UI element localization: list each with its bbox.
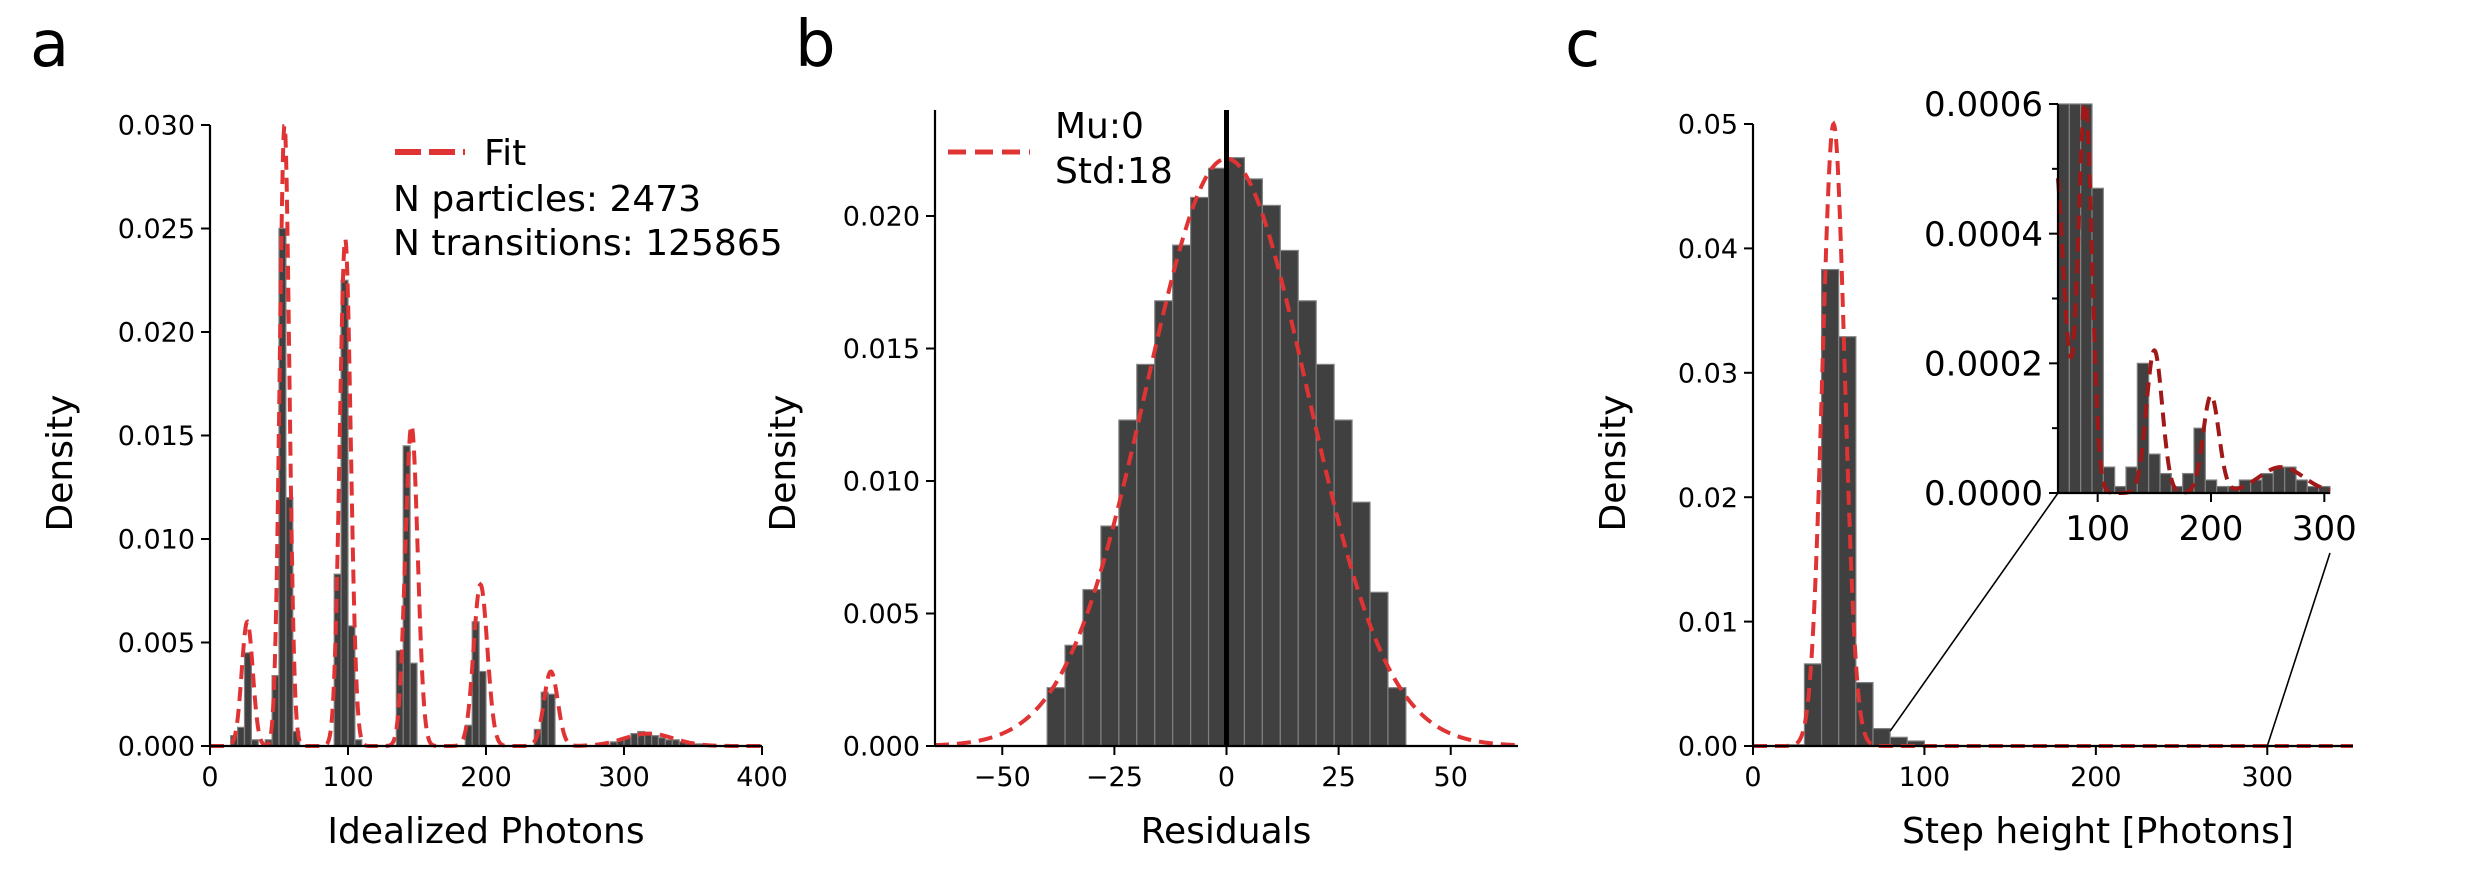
panel-c-bar: [1838, 336, 1857, 747]
panel-b-y-tick-label: 0.005: [843, 599, 920, 630]
panel-a-x-tick-label: 0: [201, 762, 218, 793]
panel-b-bar: [1279, 249, 1299, 747]
panel-c-inset-y-tick-label: 0.0002: [1924, 345, 2043, 385]
panel-b-bar: [1082, 589, 1102, 747]
panel-a-x-tick-label: 400: [736, 762, 788, 793]
panel-c-inset-bar: [2148, 453, 2161, 494]
panel-b-legend-std: Std:18: [1055, 151, 1173, 192]
panel-c-ylabel: Density: [1593, 395, 1634, 532]
panel-a-y-tick-label: 0.015: [118, 421, 195, 452]
panel-b-bar: [1261, 204, 1281, 747]
panel-c-inset-x-tick-label: 100: [2065, 509, 2130, 549]
panel-a-y-tick-label: 0.025: [118, 214, 195, 245]
panel-c-inset-y-tick-label: 0.0004: [1924, 215, 2043, 255]
panel-c-inset-bar: [2261, 472, 2274, 494]
panel-b-bar: [1064, 644, 1084, 747]
panel-c-inset-y-tick-label: 0.0000: [1924, 474, 2043, 514]
panel-c-inset-bar: [2204, 479, 2218, 494]
panel-b-y-tick-label: 0.015: [843, 334, 920, 365]
panel-c-inset-connector-right: [2266, 552, 2331, 747]
panel-a-annotation-transitions: N transitions: 125865: [393, 223, 783, 264]
panel-a-legend-fit-label: Fit: [484, 133, 526, 174]
panel-b-bar: [1387, 687, 1407, 747]
panel-b-fit-curve: [934, 156, 1519, 748]
panel-letter-b: b: [795, 8, 836, 82]
panel-c-y-tick-label: 0.02: [1678, 483, 1738, 514]
panel-a-bar: [650, 735, 660, 747]
panel-a-y-tick-label: 0.020: [118, 318, 195, 349]
panel-b-bar: [1172, 244, 1192, 747]
panel-a-bar: [630, 732, 639, 747]
panel-c-bar: [1872, 727, 1891, 747]
panel-a-y-tick-label: 0.010: [118, 525, 195, 556]
panel-b-y-tick-label: 0.020: [843, 202, 920, 233]
panel-a-bar: [237, 726, 246, 747]
panel-c-y-tick-label: 0.03: [1678, 359, 1738, 390]
panel-b-x-tick-label: 0: [1218, 762, 1235, 793]
panel-a-y-tick-label: 0.005: [118, 628, 195, 659]
panel-c-inset: 100 200 300 0.0000 0.0002 0.0004 0.0006: [1889, 85, 2357, 747]
panel-c-x-tick-label: 300: [2242, 762, 2294, 793]
panel-b-xlabel: Residuals: [1141, 811, 1312, 852]
panel-a-bar: [340, 279, 349, 747]
panel-b-bar: [1225, 157, 1246, 747]
panel-b-bar: [1154, 300, 1174, 747]
panel-a-ylabel: Density: [40, 395, 81, 532]
panel-c: 0 100 200 300 0.00 0.01 0.02 0.03 0.04 0.05: [1678, 110, 2353, 793]
panel-a-bar: [547, 693, 556, 747]
panel-a: 0 100 200 300 400 0.000 0.005 0.010 0.015 0.020 0.…: [118, 111, 788, 793]
panel-b-bar: [1243, 178, 1263, 747]
panel-b-bar: [1118, 419, 1138, 747]
panel-a-x-tick-label: 100: [322, 762, 374, 793]
panel-b-bar: [1207, 167, 1228, 747]
panel-a-bar: [657, 737, 667, 747]
panel-a-fit-curve: [210, 124, 762, 748]
panel-c-inset-x-tick-label: 200: [2179, 509, 2244, 549]
panel-b-y-tick-label: 0.010: [843, 467, 920, 498]
panel-b: −50 −25 0 25 50 0.000 0.005 0.010 0.015 0.020: [843, 110, 1519, 793]
panel-b-bar: [1333, 419, 1353, 747]
panel-c-y-tick-label: 0.00: [1678, 732, 1738, 763]
panel-c-y-tick-label: 0.01: [1678, 607, 1738, 638]
panel-b-ylabel: Density: [763, 395, 804, 532]
panel-b-bar: [1369, 591, 1389, 747]
panel-c-inset-fit-curve: [2056, 102, 2331, 495]
panel-b-bar: [1046, 687, 1066, 747]
panel-a-bar: [409, 662, 418, 747]
panel-c-x-tick-label: 0: [1744, 762, 1761, 793]
panel-c-inset-y-tick-label: 0.0006: [1924, 85, 2043, 125]
panel-a-annotation-particles: N particles: 2473: [393, 179, 701, 220]
panel-c-bar: [1803, 663, 1823, 747]
panel-b-y-tick-label: 0.000: [843, 732, 920, 763]
panel-b-x-tick-label: −25: [1086, 762, 1143, 793]
panel-a-y-tick-label: 0.030: [118, 111, 195, 142]
panel-c-inset-bar: [2272, 466, 2286, 494]
panel-b-legend-mu: Mu:0: [1055, 106, 1144, 147]
panel-a-x-tick-label: 200: [460, 762, 512, 793]
panel-letter-a: a: [30, 8, 69, 82]
panel-b-x-tick-label: 50: [1434, 762, 1468, 793]
panel-b-bar: [1190, 196, 1210, 747]
panel-a-x-tick-label: 300: [598, 762, 650, 793]
panel-a-bar: [478, 670, 487, 747]
panel-c-inset-bar: [2193, 427, 2206, 494]
panel-c-inset-bar: [2295, 479, 2308, 494]
panel-a-y-tick-label: 0.000: [118, 732, 195, 763]
panel-c-inset-x-tick-label: 300: [2292, 509, 2357, 549]
panel-letter-c: c: [1565, 8, 1600, 82]
panel-b-x-tick-label: 25: [1321, 762, 1355, 793]
panel-a-xlabel: Idealized Photons: [327, 811, 644, 852]
panel-c-x-tick-label: 200: [2070, 762, 2122, 793]
panel-c-y-tick-label: 0.04: [1678, 234, 1738, 265]
panel-c-inset-connector-left: [1889, 492, 2059, 732]
panel-c-y-tick-label: 0.05: [1678, 110, 1738, 141]
panel-b-x-tick-label: −50: [974, 762, 1031, 793]
panel-b-bar: [1315, 363, 1335, 747]
panel-c-x-tick-label: 100: [1899, 762, 1951, 793]
panel-c-inset-bar: [2159, 472, 2172, 494]
panel-c-xlabel: Step height [Photons]: [1902, 811, 2294, 852]
panel-a-bar: [243, 652, 253, 747]
panel-b-bar: [1351, 501, 1371, 747]
